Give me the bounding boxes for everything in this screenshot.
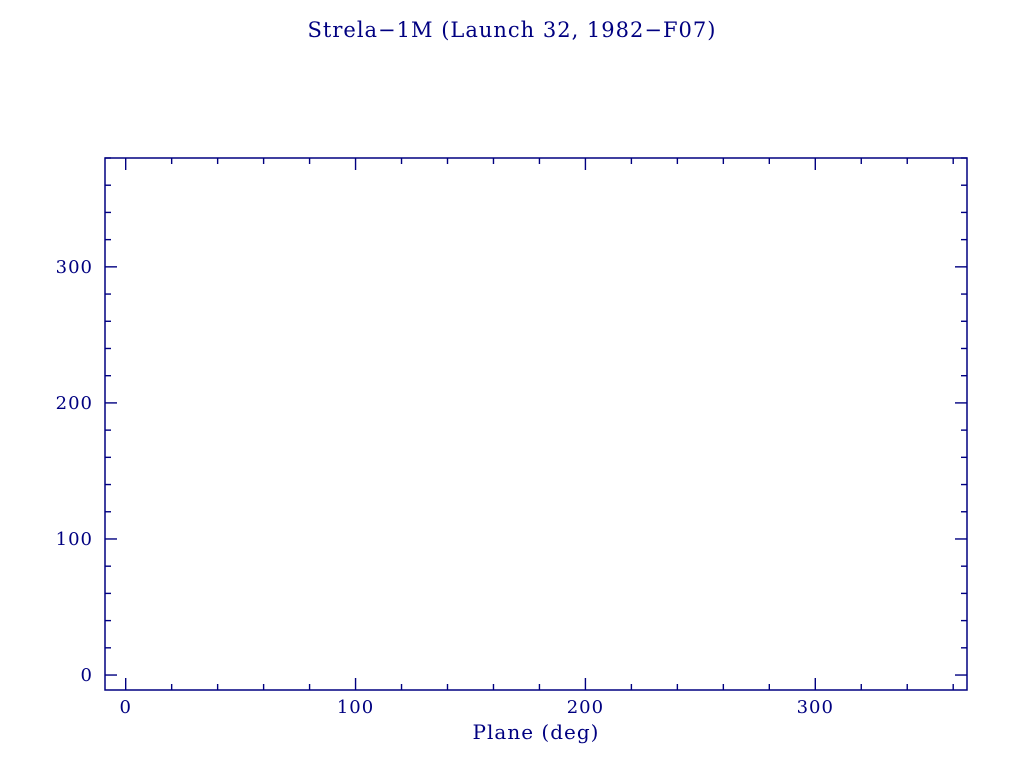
x-tick-label: 100 (337, 697, 374, 718)
y-tick-label: 300 (56, 257, 93, 278)
plot-frame (104, 157, 968, 691)
y-tick-label: 100 (56, 529, 93, 550)
x-tick-label: 200 (567, 697, 604, 718)
x-axis-title: Plane (deg) (472, 720, 600, 744)
y-tick-label: 200 (56, 393, 93, 414)
y-tick-label: 0 (81, 665, 93, 686)
x-tick-label: 300 (797, 697, 834, 718)
chart-title: Strela−1M (Launch 32, 1982−F07) (307, 18, 717, 42)
x-tick-label: 0 (119, 697, 131, 718)
